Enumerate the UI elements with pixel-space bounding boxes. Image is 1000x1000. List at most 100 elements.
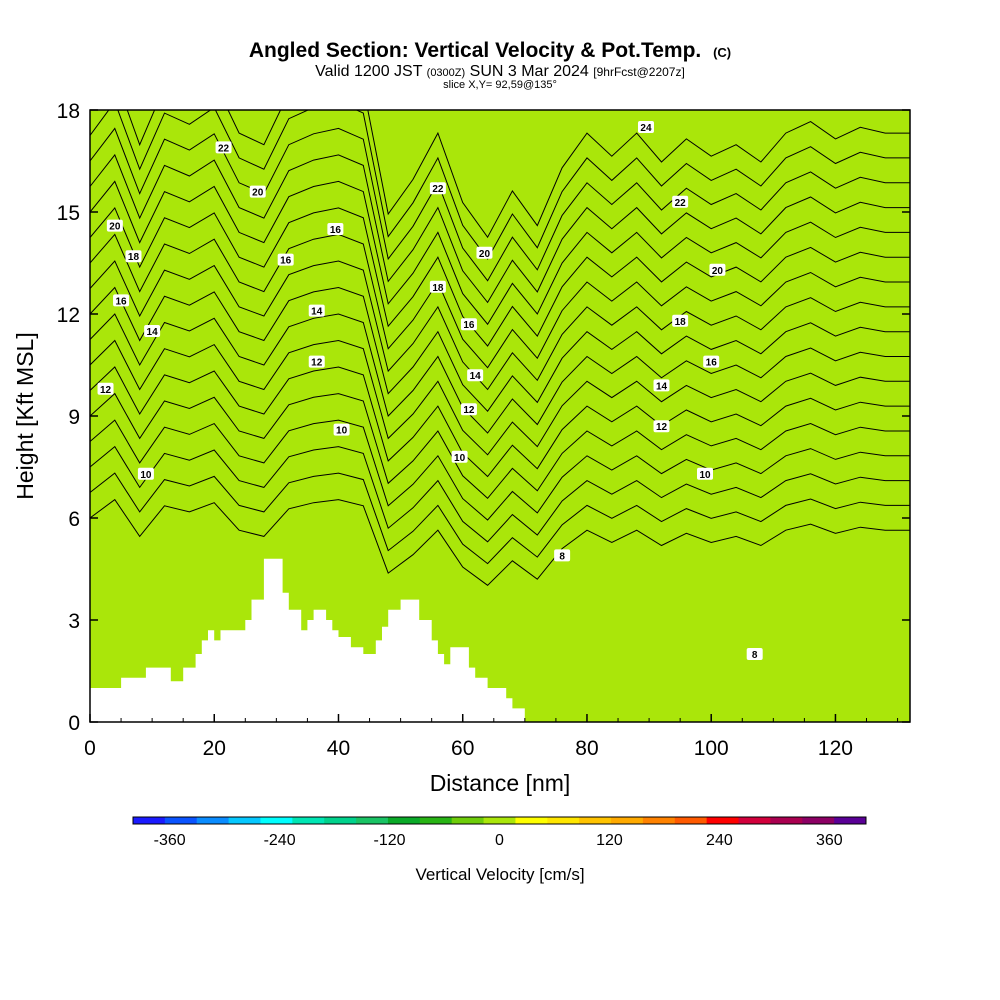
colorbar-swatch — [579, 817, 612, 824]
chart-title: Angled Section: Vertical Velocity & Pot.… — [249, 39, 731, 62]
contour-label: 8 — [746, 648, 763, 661]
contour-label-text: 10 — [454, 453, 466, 464]
colorbar-swatch — [419, 817, 453, 824]
pot-temp-contour — [90, 233, 910, 369]
contour-label: 18 — [125, 250, 142, 263]
contour-label: 20 — [249, 185, 266, 199]
x-tick-label: 20 — [203, 737, 226, 760]
contour-label-text: 18 — [675, 317, 687, 328]
pot-temp-contour — [90, 153, 910, 304]
y-tick-label: 6 — [68, 508, 80, 531]
contour-label-text: 14 — [656, 381, 668, 392]
contour-label: 16 — [703, 355, 720, 369]
contour-label-text: 20 — [252, 188, 264, 199]
contour-label: 8 — [554, 549, 571, 562]
contour-label: 20 — [709, 263, 726, 277]
y-tick-label: 15 — [57, 202, 80, 225]
contour-label-text: 8 — [559, 551, 565, 562]
colorbar-swatch — [196, 817, 230, 824]
chart-title-text: Angled Section: Vertical Velocity & Pot.… — [249, 39, 701, 62]
colorbar-swatch — [547, 817, 580, 824]
terrain — [90, 558, 910, 722]
pot-temp-contour — [90, 366, 910, 478]
colorbar-tick-label: -360 — [154, 832, 186, 849]
colorbar-swatch — [674, 817, 708, 824]
colorbar-swatch — [324, 817, 357, 824]
x-tick-label: 60 — [451, 737, 474, 760]
x-tick-label: 40 — [327, 737, 350, 760]
colorbar-swatch — [387, 817, 421, 824]
colorbar-label: Vertical Velocity [cm/s] — [415, 865, 584, 884]
contour-label-text: 20 — [479, 249, 491, 260]
contour-label: 10 — [137, 467, 154, 481]
colorbar-swatch — [642, 817, 676, 824]
colorbar-tick-label: -120 — [374, 832, 406, 849]
contour-label: 24 — [637, 121, 654, 134]
contour-label: 10 — [333, 423, 350, 437]
contour-label: 22 — [672, 195, 689, 209]
y-axis: 0 3 6 9 12 15 18 — [57, 100, 910, 735]
x-tick-label: 100 — [694, 737, 729, 760]
contour-label: 16 — [113, 294, 130, 307]
contour-label: 20 — [106, 219, 123, 233]
colorbar-frame — [132, 816, 867, 825]
y-tick-label: 18 — [57, 100, 80, 123]
pot-temp-contour — [90, 419, 910, 521]
contour-label-text: 20 — [712, 266, 724, 277]
pot-temp-contour — [90, 110, 910, 260]
x-tick-label: 120 — [818, 737, 853, 760]
pot-temp-contour — [90, 286, 910, 412]
contour-label-text: 16 — [463, 320, 475, 331]
contour-label: 16 — [277, 253, 294, 267]
y-axis-label: Height [Kft MSL] — [12, 332, 38, 499]
colorbar-swatch — [515, 817, 548, 824]
contour-label: 16 — [327, 223, 344, 236]
chart-title-units: (C) — [713, 45, 731, 60]
pot-temp-contour — [90, 472, 910, 565]
colorbar-swatch — [164, 817, 198, 824]
pot-temp-contour — [90, 180, 910, 326]
contour-label-text: 12 — [311, 358, 323, 369]
x-tick-label: 80 — [575, 737, 598, 760]
colorbar: -360 -240 -120 0 120 240 360 — [132, 816, 867, 849]
contour-label: 12 — [653, 420, 670, 433]
colorbar-swatch — [228, 817, 261, 824]
pot-temp-contour — [90, 498, 910, 586]
colorbar-swatch — [260, 817, 293, 824]
contour-label: 18 — [672, 314, 689, 328]
contour-label: 16 — [460, 318, 477, 331]
pot-temp-contour — [90, 313, 910, 434]
colorbar-swatch — [133, 817, 166, 824]
contour-label: 14 — [653, 379, 670, 392]
contour-label-text: 14 — [147, 327, 159, 338]
contour-label-text: 22 — [675, 198, 687, 209]
colorbar-swatch — [611, 817, 644, 824]
pot-temp-contour — [90, 445, 910, 543]
contour-label-text: 14 — [311, 307, 323, 318]
contour-label-text: 8 — [752, 650, 758, 661]
contour-label: 10 — [697, 467, 713, 481]
x-axis-label: Distance [nm] — [430, 770, 571, 796]
contour-label-text: 10 — [140, 470, 152, 481]
pot-temp-contour — [90, 392, 910, 500]
contour-label-text: 16 — [330, 225, 342, 236]
colorbar-swatch — [770, 817, 803, 824]
subtitle-date: SUN 3 Mar 2024 — [470, 63, 589, 80]
x-tick-label: 0 — [84, 737, 96, 760]
colorbar-tick-label: 120 — [596, 832, 623, 849]
y-tick-label: 9 — [68, 406, 80, 429]
contour-label: 20 — [476, 246, 493, 260]
contour-label-text: 16 — [280, 256, 292, 267]
x-axis: 0 20 40 60 80 100 120 — [84, 714, 899, 760]
colorbar-swatch — [483, 817, 516, 824]
subtitle-valid: Valid 1200 JST — [315, 63, 423, 80]
contour-label-text: 14 — [470, 371, 482, 382]
colorbar-swatch — [738, 817, 771, 824]
contour-label-text: 22 — [432, 184, 444, 195]
chart-subtitle: Valid 1200 JST (0300Z) SUN 3 Mar 2024 [9… — [315, 63, 685, 80]
colorbar-swatch — [802, 817, 835, 824]
contour-label-text: 18 — [432, 283, 444, 294]
pot-temp-contour — [90, 339, 910, 456]
pot-temp-contours — [90, 110, 910, 586]
